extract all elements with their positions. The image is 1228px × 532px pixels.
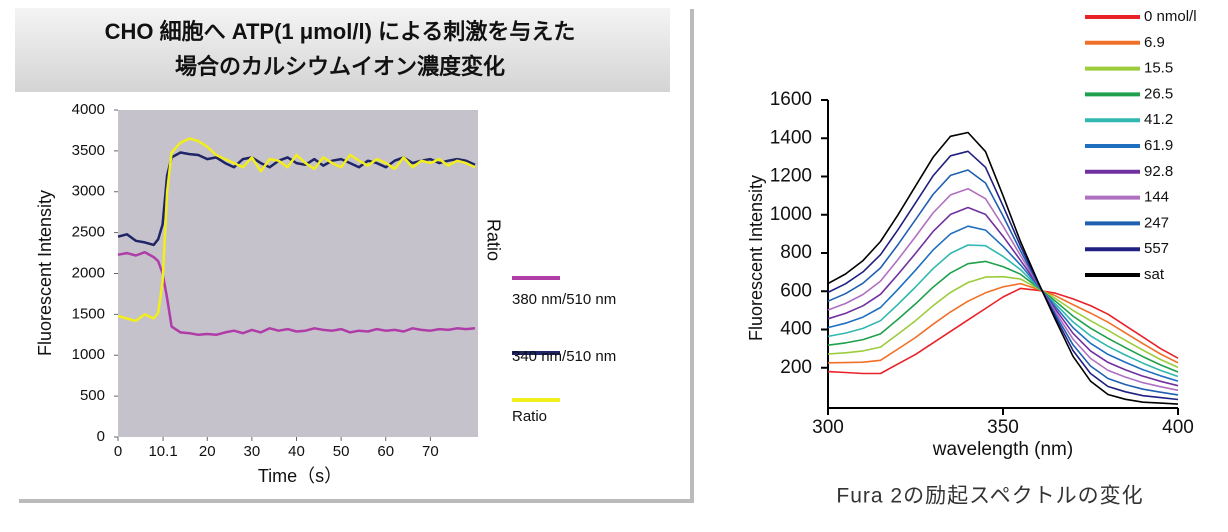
series-line [117, 137, 476, 323]
y-axis-label: Fluorescent Intensity [746, 175, 766, 341]
x-tick-label: 10.1 [148, 443, 177, 460]
caption: Fura 2の励起スペクトルの変化 [836, 485, 1143, 508]
legend-label: 41.2 [1144, 111, 1173, 128]
x-tick-label: 40 [288, 443, 305, 460]
x-tick-label: 300 [812, 417, 844, 438]
y-tick-label: 1000 [72, 346, 105, 363]
legend-label: 0 nmol/l [1144, 8, 1197, 25]
y-tick-label: 2000 [72, 264, 105, 281]
x-axis-label: Time（s） [258, 466, 342, 486]
y-tick-label: 0 [97, 428, 105, 445]
legend-label: 380 nm/510 nm [512, 291, 616, 308]
y-tick-label: 800 [780, 242, 812, 263]
series-line [827, 260, 1179, 373]
y-tick-label: 3000 [72, 183, 105, 200]
y-tick-label: 600 [780, 280, 812, 301]
x-tick-label: 60 [377, 443, 394, 460]
y2-axis-label: Ratio [483, 219, 503, 261]
legend-label: 340 nm/510 nm [512, 348, 616, 365]
y-tick-label: 1400 [770, 127, 812, 148]
series-line [827, 187, 1179, 392]
y-tick-label: 3500 [72, 142, 105, 159]
y-tick-label: 1000 [770, 204, 812, 225]
x-tick-label: 50 [333, 443, 350, 460]
series-line [827, 131, 1179, 405]
title-band [15, 8, 670, 92]
series-line [117, 250, 476, 337]
y-tick-label: 1600 [770, 89, 812, 110]
y-tick-label: 1200 [770, 166, 812, 187]
y-tick-label: 200 [780, 357, 812, 378]
series-line [827, 150, 1179, 401]
series-line [827, 275, 1179, 369]
y-tick-label: 1500 [72, 305, 105, 322]
legend-label: 144 [1144, 189, 1169, 206]
y-axis-label: Fluorescent Intensity [35, 190, 55, 356]
y-tick-label: 2500 [72, 224, 105, 241]
x-tick-label: 350 [987, 417, 1019, 438]
series-line [827, 169, 1179, 396]
x-tick-label: 400 [1162, 417, 1194, 438]
legend-label: 247 [1144, 214, 1169, 231]
legend-label: 15.5 [1144, 60, 1173, 77]
chart-title: 場合のカルシウムイオン濃度変化 [175, 54, 505, 79]
x-tick-label: 0 [114, 443, 122, 460]
legend-label: 557 [1144, 240, 1169, 257]
series-line [827, 225, 1179, 382]
x-tick-label: 20 [199, 443, 216, 460]
x-tick-label: 70 [422, 443, 439, 460]
series-line [827, 206, 1179, 387]
y-tick-label: 500 [80, 387, 105, 404]
legend-label: sat [1144, 266, 1165, 283]
legend-label: 92.8 [1144, 163, 1173, 180]
y-tick-label: 4000 [72, 101, 105, 118]
legend-label: 61.9 [1144, 137, 1173, 154]
x-axis-label: wavelength (nm) [932, 439, 1073, 460]
series-line [827, 244, 1179, 378]
legend-label: 26.5 [1144, 85, 1173, 102]
series-line [827, 287, 1179, 375]
chart-title: CHO 細胞へ ATP(1 μmol/l) による刺激を与えた [105, 19, 576, 44]
x-tick-label: 30 [244, 443, 261, 460]
series-line [117, 151, 476, 247]
legend-label: 6.9 [1144, 34, 1165, 51]
series-line [827, 282, 1179, 364]
legend-label: Ratio [512, 408, 547, 425]
y-tick-label: 400 [780, 319, 812, 340]
